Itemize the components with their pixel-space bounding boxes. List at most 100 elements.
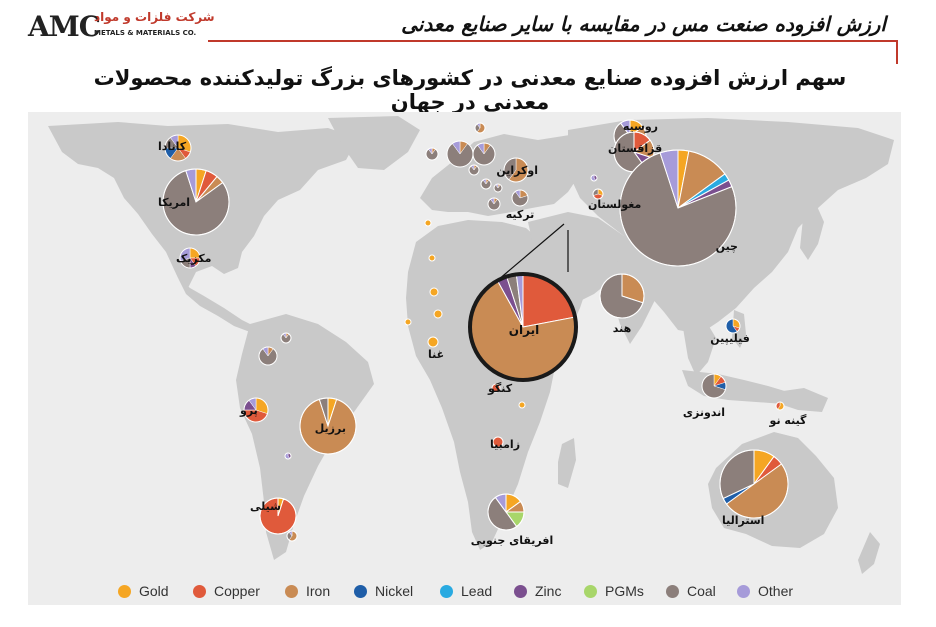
- legend-label-nickel: Nickel: [375, 583, 414, 599]
- small-pie: [480, 178, 492, 190]
- pie-outline: [162, 168, 230, 236]
- pie-outline: [243, 397, 269, 423]
- legend-label-copper: Copper: [214, 583, 260, 599]
- land-new-guinea: [776, 388, 828, 412]
- small-pie-outline: [590, 174, 598, 182]
- legend-label-zinc: Zinc: [535, 583, 562, 599]
- small-pie-outline: [404, 318, 412, 326]
- pie-outline: [503, 157, 529, 183]
- country-label: کنگو: [487, 382, 513, 395]
- country-label: پرو: [239, 404, 258, 417]
- country-label: شیلی: [250, 500, 281, 513]
- small-pie: [468, 164, 480, 176]
- country-labels: کانادا امریکا مکزیک پرو برزیل شیلی غنا کنگو زامب…: [158, 120, 807, 547]
- small-pie: [518, 401, 526, 409]
- world-map: کانادا امریکا مکزیک پرو برزیل شیلی غنا کنگو زامب…: [48, 116, 894, 574]
- legend-item-nickel: Nickel: [354, 583, 413, 599]
- pie-outline: [599, 273, 645, 319]
- small-pie-slice-gold: [425, 220, 431, 226]
- country-label: گینه نو: [769, 414, 808, 427]
- land-new-zealand: [858, 532, 880, 574]
- pie-امریکا: [162, 168, 230, 236]
- legend-swatch-iron: [285, 584, 298, 598]
- header-divider: [208, 40, 896, 42]
- country-label: استرالیا: [722, 514, 764, 527]
- country-label: چین: [716, 240, 738, 253]
- legend-item-lead: Lead: [440, 583, 492, 599]
- pie-outline: [701, 373, 727, 399]
- legend-item-coal: Coal: [666, 583, 716, 599]
- pie-ترکیه: [511, 189, 529, 207]
- small-pie-outline: [474, 122, 486, 134]
- small-pie-slice-gold: [405, 319, 411, 325]
- header-title: ارزش افزوده صنعت مس در مقایسه با سایر صن…: [401, 12, 886, 36]
- small-pie-outline: [518, 401, 526, 409]
- small-pie: [428, 254, 436, 262]
- pie-outline: [725, 318, 741, 334]
- small-pie-outline: [425, 147, 439, 161]
- small-pie-slice-gold: [434, 310, 442, 318]
- country-label: غنا: [428, 348, 444, 361]
- small-pie-outline: [429, 287, 439, 297]
- land-indonesia: [682, 370, 788, 404]
- logo-mark-text: AMC: [28, 10, 101, 43]
- pie-زامبیا: [492, 436, 504, 448]
- country-label: افریقای جنوبی: [471, 534, 553, 547]
- pie-اوکراین: [503, 157, 529, 183]
- legend-swatch-coal: [666, 584, 679, 598]
- country-label: ایران: [509, 323, 539, 337]
- map-panel: کانادا امریکا مکزیک پرو برزیل شیلی غنا کنگو زامب…: [28, 112, 901, 605]
- small-pie-outline: [280, 332, 292, 344]
- pie-مغولستان: [592, 188, 604, 200]
- small-pie: [590, 174, 598, 182]
- legend-label-coal: Coal: [687, 583, 716, 599]
- legend-item-copper: Copper: [193, 583, 260, 599]
- small-pie: [258, 346, 278, 366]
- pie-شیلی: [259, 497, 297, 535]
- country-label: ترکیه: [506, 208, 535, 221]
- pie-استرالیا: [719, 449, 789, 519]
- small-pie-outline: [480, 178, 492, 190]
- legend-swatch-nickel: [354, 584, 367, 598]
- pie-گینه نو: [775, 401, 785, 411]
- small-pie-slice-gold: [519, 402, 525, 408]
- small-pie: [404, 318, 412, 326]
- small-pie: [472, 142, 496, 166]
- map-title: سهم ارزش افزوده صنایع معدنی در کشورهای ب…: [93, 66, 847, 114]
- land-japan: [800, 204, 824, 260]
- country-label: هند: [613, 322, 631, 335]
- pie-outline: [259, 497, 297, 535]
- small-pie-outline: [493, 183, 503, 193]
- pie-outline: [164, 134, 192, 162]
- header: AMC شرکت فلزات و مواد METALS & MATERIALS…: [0, 0, 936, 64]
- pie-برزیل: [299, 397, 357, 455]
- land-middle-east: [528, 212, 628, 304]
- legend-label-gold: Gold: [139, 583, 169, 599]
- small-pie: [487, 197, 501, 211]
- small-pie: [284, 452, 292, 460]
- pie-outline: [427, 336, 439, 348]
- pie-outline: [775, 401, 785, 411]
- small-pie-slice-gold: [430, 288, 438, 296]
- country-label: برزیل: [315, 422, 346, 435]
- iran-inset-pointer-left: [497, 223, 565, 281]
- header-divider-tick: [896, 40, 898, 64]
- country-label: مکزیک: [176, 252, 211, 265]
- small-pie: [424, 219, 432, 227]
- small-pie: [280, 332, 292, 344]
- small-pie-outline: [424, 219, 432, 227]
- pie-کانادا: [164, 134, 192, 162]
- logo-english-name: METALS & MATERIALS CO.: [94, 29, 197, 37]
- small-pie-outline: [258, 346, 278, 366]
- country-label: امریکا: [158, 196, 190, 209]
- logo-persian-name: شرکت فلزات و مواد: [94, 10, 215, 24]
- country-label: مغولستان: [588, 198, 641, 211]
- pie-outline: [491, 383, 501, 393]
- land-central-america: [178, 278, 254, 332]
- pie-outline: [179, 247, 201, 269]
- legend-swatch-zinc: [514, 584, 527, 598]
- legend-swatch-other: [737, 584, 750, 598]
- small-pie-outline: [286, 530, 298, 542]
- legend-label-iron: Iron: [306, 583, 331, 599]
- small-pie: [433, 309, 443, 319]
